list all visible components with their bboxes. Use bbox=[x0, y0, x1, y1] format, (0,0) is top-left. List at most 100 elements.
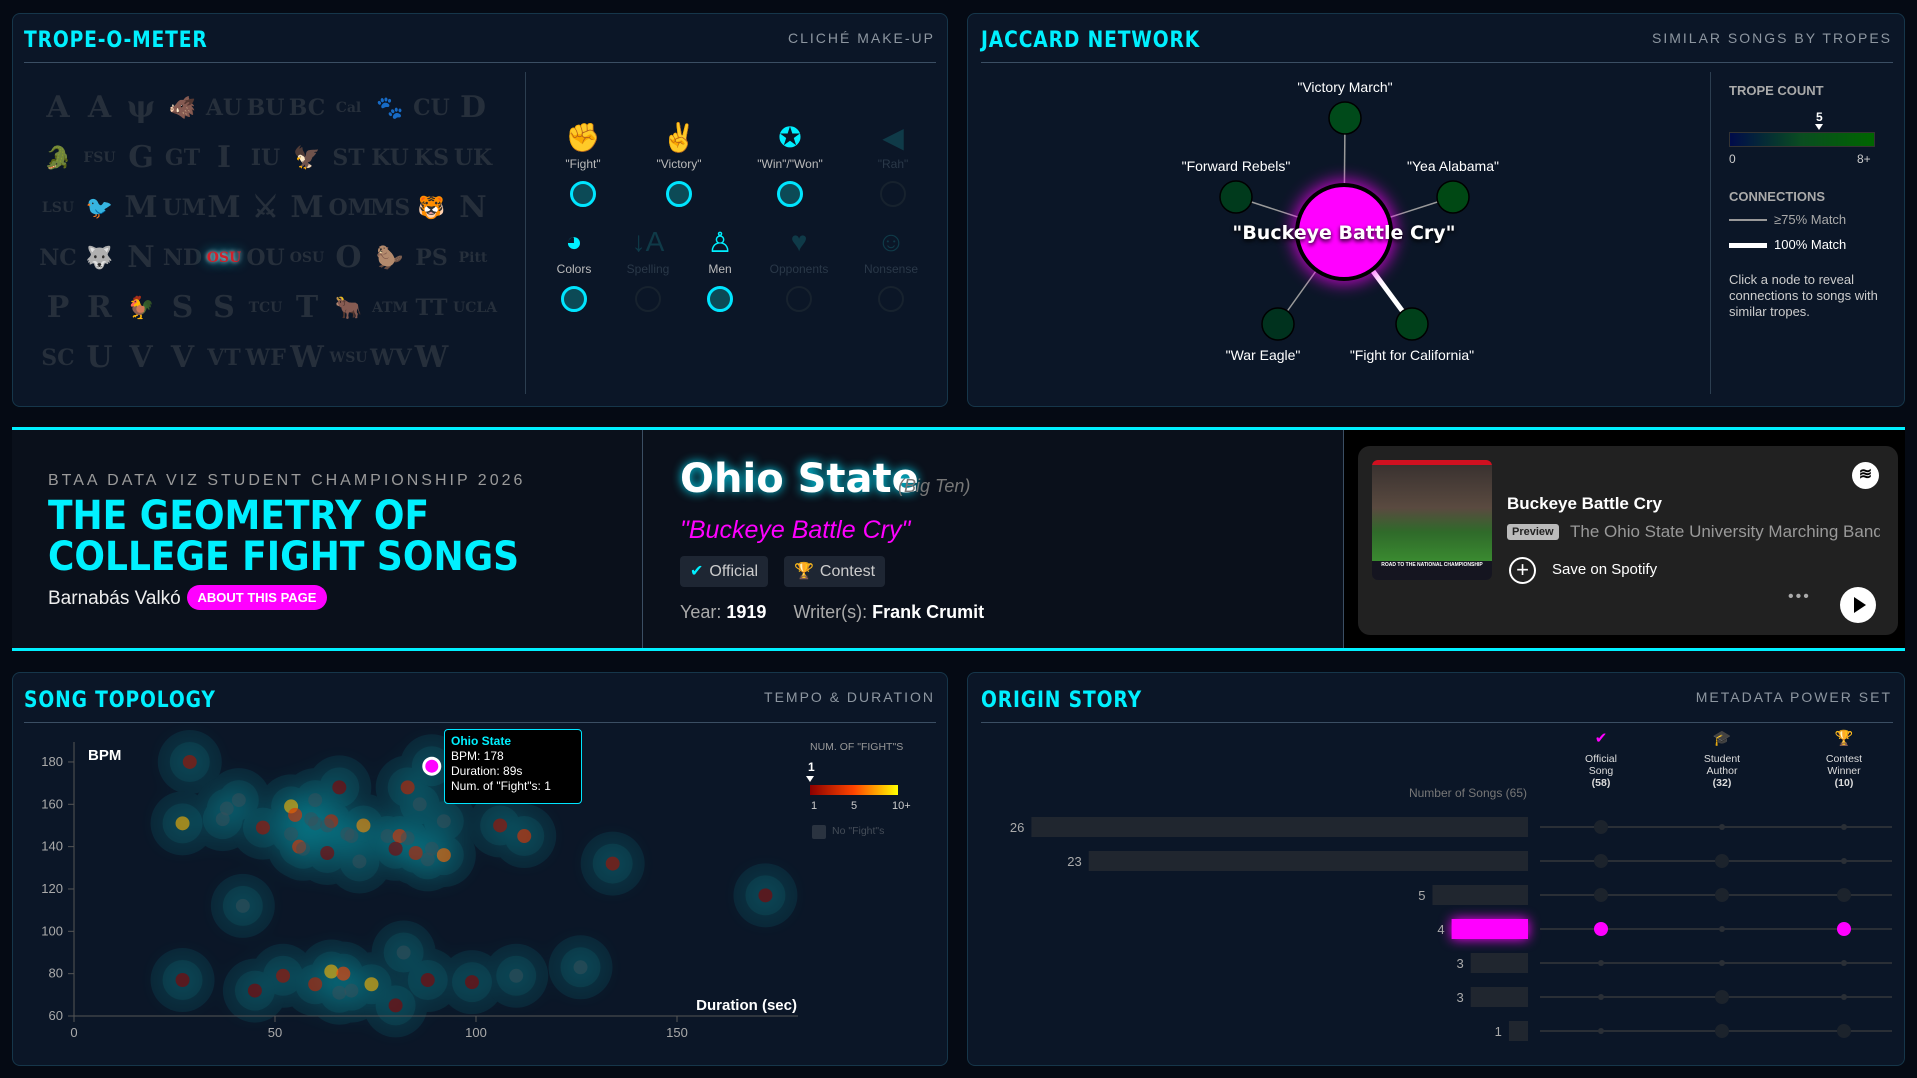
song-point[interactable] bbox=[332, 780, 347, 795]
song-point[interactable] bbox=[332, 985, 347, 1000]
team-logo[interactable]: W bbox=[414, 340, 449, 375]
team-logo[interactable]: 🐓 bbox=[127, 295, 155, 321]
bar[interactable] bbox=[1508, 1021, 1528, 1041]
song-point[interactable] bbox=[247, 983, 262, 998]
song-point[interactable] bbox=[400, 780, 415, 795]
song-point[interactable] bbox=[517, 829, 532, 844]
team-logo[interactable]: I bbox=[216, 140, 232, 175]
team-logo[interactable]: KU bbox=[371, 145, 409, 171]
spotify-logo-icon[interactable]: ≋ bbox=[1852, 462, 1879, 489]
trope-8[interactable]: ☺ Nonsense bbox=[841, 226, 941, 312]
song-point[interactable] bbox=[324, 964, 339, 979]
trope-4[interactable]: ◕ Colors bbox=[524, 226, 624, 312]
more-options-icon[interactable]: ••• bbox=[1788, 588, 1811, 605]
bar[interactable] bbox=[1432, 885, 1529, 905]
song-point[interactable] bbox=[352, 854, 367, 869]
team-logo[interactable]: TCU bbox=[248, 300, 283, 316]
team-logo[interactable]: TT bbox=[415, 295, 448, 321]
center-node[interactable] bbox=[1295, 183, 1393, 281]
bar[interactable] bbox=[1470, 987, 1528, 1007]
song-point[interactable] bbox=[408, 845, 423, 860]
song-point[interactable] bbox=[308, 793, 323, 808]
team-logo[interactable]: MS bbox=[370, 195, 411, 221]
song-point[interactable] bbox=[235, 898, 250, 913]
song-point[interactable] bbox=[215, 812, 230, 827]
team-logo[interactable]: A bbox=[87, 90, 112, 125]
track-title[interactable]: Buckeye Battle Cry bbox=[1507, 494, 1662, 513]
team-logo[interactable]: UK bbox=[453, 145, 493, 171]
song-point[interactable] bbox=[356, 818, 371, 833]
team-logo[interactable]: 🐺 bbox=[85, 245, 114, 271]
song-point[interactable] bbox=[420, 973, 435, 988]
trope-0[interactable]: ✊ "Fight" bbox=[533, 121, 633, 207]
song-node[interactable] bbox=[1395, 307, 1429, 341]
song-point[interactable] bbox=[493, 818, 508, 833]
song-point[interactable] bbox=[758, 888, 773, 903]
team-logo[interactable]: UCLA bbox=[453, 300, 498, 316]
team-logo[interactable]: ND bbox=[162, 245, 203, 271]
save-on-spotify-button[interactable]: Save on Spotify bbox=[1552, 561, 1658, 578]
team-logo-selected[interactable]: OSU bbox=[206, 250, 242, 266]
song-point[interactable] bbox=[396, 945, 411, 960]
song-point[interactable] bbox=[276, 968, 291, 983]
song-point[interactable] bbox=[296, 841, 311, 856]
trope-5[interactable]: ↓A Spelling bbox=[598, 226, 698, 312]
team-logo[interactable]: WSU bbox=[329, 350, 368, 366]
team-logo[interactable]: Pitt bbox=[458, 250, 488, 266]
trope-3[interactable]: ◀ "Rah" bbox=[843, 121, 943, 207]
team-logo[interactable]: GT bbox=[164, 145, 201, 171]
team-logo[interactable]: CU bbox=[413, 95, 450, 121]
song-node[interactable] bbox=[1436, 180, 1470, 214]
team-logo[interactable]: IU bbox=[250, 145, 281, 171]
song-point[interactable] bbox=[380, 829, 395, 844]
team-logo[interactable]: M bbox=[124, 190, 158, 225]
team-logo[interactable]: T bbox=[295, 290, 319, 325]
team-logo[interactable]: OU bbox=[246, 245, 285, 271]
team-logo[interactable]: U bbox=[86, 340, 113, 375]
song-point[interactable] bbox=[388, 998, 403, 1013]
song-point[interactable] bbox=[424, 841, 439, 856]
song-point[interactable] bbox=[175, 973, 190, 988]
team-logo[interactable]: 🦅 bbox=[293, 145, 321, 171]
song-point[interactable] bbox=[388, 841, 403, 856]
team-logo[interactable]: M bbox=[207, 190, 241, 225]
song-point[interactable] bbox=[344, 829, 359, 844]
team-logo[interactable]: 🐯 bbox=[417, 195, 446, 221]
add-circle-icon[interactable]: + bbox=[1509, 557, 1536, 584]
play-button[interactable] bbox=[1840, 587, 1876, 623]
song-point[interactable] bbox=[231, 793, 246, 808]
song-point[interactable] bbox=[308, 816, 323, 831]
no-fights-checkbox[interactable] bbox=[812, 825, 826, 839]
team-logo[interactable]: WV bbox=[370, 345, 412, 371]
team-logo[interactable]: W bbox=[290, 340, 324, 375]
song-point[interactable] bbox=[288, 807, 303, 822]
song-node[interactable] bbox=[1261, 307, 1295, 341]
team-logo[interactable]: N bbox=[127, 240, 155, 275]
song-point[interactable] bbox=[605, 856, 620, 871]
team-logo[interactable]: 🐦 bbox=[85, 195, 114, 221]
bar[interactable] bbox=[1031, 817, 1528, 837]
team-logo[interactable]: BU bbox=[246, 95, 285, 121]
team-logo[interactable]: ATM bbox=[371, 300, 408, 316]
team-logo[interactable]: KS bbox=[413, 145, 449, 171]
team-logo[interactable]: 🐗 bbox=[168, 95, 197, 121]
team-logo[interactable]: R bbox=[87, 290, 112, 325]
trope-6[interactable]: ♙ Men bbox=[670, 226, 770, 312]
team-logo[interactable]: 🐂 bbox=[334, 295, 363, 321]
bar[interactable] bbox=[1470, 953, 1528, 973]
team-logo[interactable]: NC bbox=[39, 245, 77, 271]
team-logo[interactable]: ψ bbox=[126, 90, 156, 125]
song-point[interactable] bbox=[412, 797, 427, 812]
team-logo[interactable]: G bbox=[128, 140, 154, 175]
song-point[interactable] bbox=[320, 845, 335, 860]
team-logo[interactable]: V bbox=[129, 340, 153, 375]
team-logo[interactable]: D bbox=[459, 90, 486, 125]
team-logo[interactable]: ST bbox=[332, 145, 365, 171]
team-logo[interactable]: M bbox=[290, 190, 324, 225]
artist-name[interactable]: The Ohio State University Marching Band bbox=[1570, 522, 1880, 541]
song-point[interactable] bbox=[175, 816, 190, 831]
team-logo[interactable]: N bbox=[459, 190, 487, 225]
team-logo[interactable]: VT bbox=[207, 345, 241, 371]
team-logo[interactable]: 🐾 bbox=[376, 95, 404, 121]
song-point[interactable] bbox=[336, 966, 351, 981]
